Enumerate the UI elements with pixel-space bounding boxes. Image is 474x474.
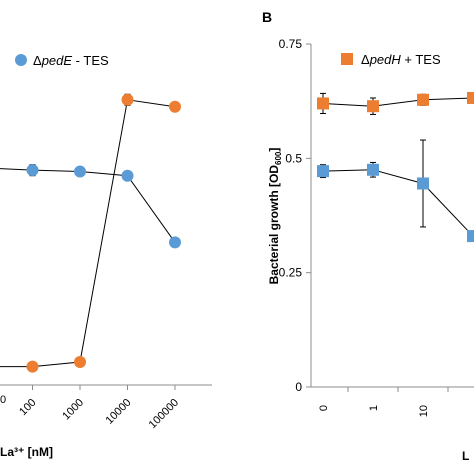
legend-label-b: ΔpedH + TES [361, 52, 441, 67]
data-point-a-1 [26, 360, 39, 373]
legend-b-suffix: + TES [401, 52, 441, 67]
x-tick-label-a: 10000 [104, 397, 134, 427]
data-point-a-0 [169, 236, 181, 249]
x-tick-label-a: 100 [17, 397, 38, 418]
data-point-a-0 [26, 164, 39, 177]
data-point-a-0 [121, 169, 134, 182]
y-label-sub: 600 [274, 151, 283, 165]
data-point-a-1 [121, 93, 134, 106]
data-point-b-1 [417, 177, 429, 190]
data-point-b-0 [317, 97, 329, 110]
data-point-b-1 [467, 230, 474, 243]
panel-label-b: B [262, 9, 272, 25]
x-tick-label-a: 1000 [60, 397, 86, 423]
data-point-b-1 [317, 165, 329, 178]
x-axis-label-a: La³⁺ [nM] [0, 445, 53, 459]
legend-b-prefix: Δ [361, 52, 370, 67]
data-point-a-1 [74, 356, 86, 368]
panel-a: 100 1000 10000 100000 0 La³⁺ [nM] ΔpedE - TES [0, 53, 212, 459]
data-point-a-1 [169, 100, 181, 113]
data-point-b-0 [367, 100, 379, 113]
y-label-end: ] [267, 148, 281, 152]
x-tick-label-b: 10 [418, 405, 430, 417]
panel-b: B 0 0.25 0.5 0.75 Bacterial growth [OD600] 0 1 1… [262, 9, 474, 463]
y-tick-label-b: 0.5 [285, 151, 302, 165]
legend-a-suffix: - TES [72, 53, 109, 68]
data-point-a-0 [74, 165, 86, 178]
x-tick-label-b: 1 [368, 405, 380, 411]
series-line-a-1 [0, 99, 176, 368]
x-axis-label-b: L [462, 449, 469, 463]
series-line-a-0 [0, 168, 176, 243]
legend-b-italic: pedH [369, 52, 402, 67]
x-tick-label-a-cropped: 0 [0, 394, 6, 406]
y-label-main: Bacterial growth [OD [267, 165, 281, 285]
legend-a-italic: pedE [41, 53, 73, 68]
legend-marker-b [341, 53, 353, 65]
y-tick-label-b: 0.25 [279, 266, 303, 280]
legend-a-prefix: Δ [33, 53, 42, 68]
y-tick-label-b: 0 [295, 380, 302, 394]
series-line-b-1 [322, 169, 474, 237]
y-axis-label-b: Bacterial growth [OD600] [267, 148, 283, 285]
data-point-b-0 [467, 91, 474, 104]
data-point-b-1 [367, 163, 379, 176]
series-line-b-0 [322, 97, 474, 107]
legend-label-a: ΔpedE - TES [33, 53, 109, 68]
x-tick-label-b: 0 [318, 405, 330, 411]
y-tick-label-b: 0.75 [279, 37, 303, 51]
x-tick-label-a: 100000 [147, 397, 181, 431]
data-point-b-0 [417, 93, 429, 106]
legend-marker-a [15, 54, 27, 66]
